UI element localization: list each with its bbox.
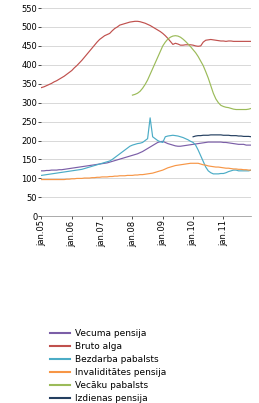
Legend: Vecuma pensija, Bruto alga, Bezdarba pabalsts, Invaliditātes pensija, Vecāku pab: Vecuma pensija, Bruto alga, Bezdarba pab… (50, 329, 166, 403)
